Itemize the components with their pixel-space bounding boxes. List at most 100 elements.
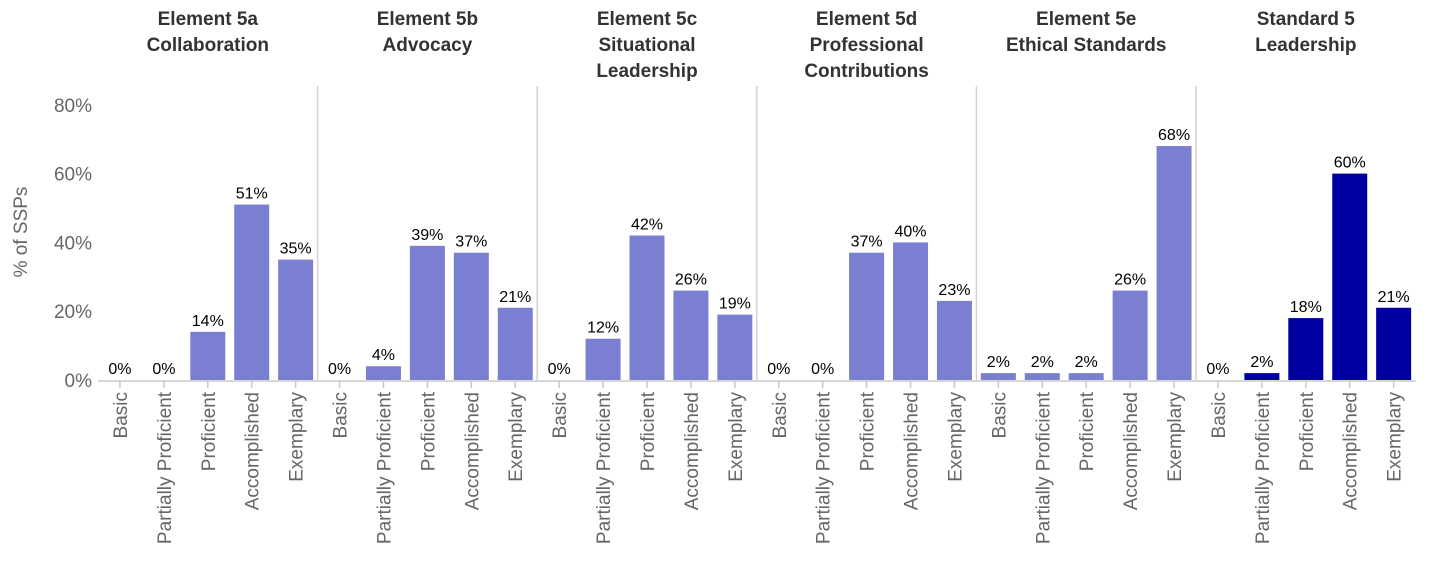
panel-title-line: Ethical Standards <box>1006 35 1167 56</box>
panel-title-line: Element 5e <box>1036 9 1136 30</box>
y-tick-label: 20% <box>54 302 92 323</box>
category-label: Partially Proficient <box>814 391 835 544</box>
category-label: Exemplary <box>945 392 966 482</box>
category-label: Partially Proficient <box>1253 391 1274 544</box>
data-label: 39% <box>411 227 443 244</box>
data-label: 35% <box>280 241 312 258</box>
category-label: Proficient <box>199 391 220 471</box>
data-label: 0% <box>1206 361 1229 378</box>
category-label: Accomplished <box>462 392 483 510</box>
chart-panel: Element 5b Advocacy 0% Basic 4% Partially Pro… <box>316 9 533 544</box>
data-label: 0% <box>328 361 351 378</box>
data-label: 14% <box>192 313 224 330</box>
y-tick-label: 40% <box>54 233 92 254</box>
data-label: 2% <box>1031 354 1054 371</box>
panel-title-line: Leadership <box>1255 35 1356 56</box>
data-label: 19% <box>719 296 751 313</box>
panel-title-line: Standard 5 <box>1257 9 1356 30</box>
data-label: 26% <box>1114 272 1146 289</box>
chart-panels: Element 5a Collaboration 0% Basic 0% Partiall… <box>98 9 1416 544</box>
data-label: 68% <box>1158 127 1190 144</box>
category-label: Partially Proficient <box>1033 391 1054 544</box>
chart-panel: Element 5a Collaboration 0% Basic 0% Partiall… <box>108 9 314 544</box>
category-label: Exemplary <box>287 392 308 482</box>
y-axis: 0% 20% 40% 60% 80% <box>54 96 92 392</box>
chart-panel: Element 5e Ethical Standards 2% Basic 2% Part… <box>975 9 1192 544</box>
category-label: Proficient <box>858 391 879 471</box>
panel-title-line: Situational <box>598 35 695 56</box>
category-label: Partially Proficient <box>374 391 395 544</box>
category-label: Accomplished <box>1341 392 1362 510</box>
bar <box>629 235 665 380</box>
bar <box>453 252 489 380</box>
data-label: 42% <box>631 217 663 234</box>
panel-title-line: Element 5c <box>597 9 698 30</box>
category-label: Partially Proficient <box>155 391 176 544</box>
category-label: Proficient <box>1297 391 1318 471</box>
category-label: Basic <box>331 392 352 438</box>
bar <box>1244 373 1280 380</box>
category-label: Basic <box>1209 392 1230 438</box>
y-tick-label: 80% <box>54 96 92 117</box>
data-label: 37% <box>455 234 487 251</box>
data-label: 2% <box>1075 354 1098 371</box>
data-label: 0% <box>548 361 571 378</box>
category-label: Exemplary <box>1165 392 1186 482</box>
bar <box>1288 318 1324 380</box>
data-label: 37% <box>851 234 883 251</box>
category-label: Accomplished <box>682 392 703 510</box>
category-label: Basic <box>111 392 132 438</box>
panel-title-line: Collaboration <box>147 35 269 56</box>
category-label: Accomplished <box>902 392 923 510</box>
data-label: 0% <box>152 361 175 378</box>
panel-title-line: Professional <box>810 35 924 56</box>
bar <box>497 307 533 380</box>
bar <box>1332 173 1368 380</box>
bar <box>1156 146 1192 380</box>
data-label: 0% <box>767 361 790 378</box>
bar <box>849 252 885 380</box>
bar <box>893 242 929 380</box>
category-label: Proficient <box>638 391 659 471</box>
chart-panel: Standard 5 Leadership 0% Basic 2% Partially P… <box>1195 9 1412 544</box>
bar <box>234 204 270 380</box>
data-label: 18% <box>1290 299 1322 316</box>
data-label: 12% <box>587 320 619 337</box>
category-label: Proficient <box>418 391 439 471</box>
bar <box>190 331 226 380</box>
data-label: 23% <box>938 282 970 299</box>
data-label: 4% <box>372 347 395 364</box>
bar <box>673 290 709 380</box>
y-axis-title: % of SSPs <box>11 187 32 278</box>
bar <box>980 373 1016 380</box>
category-label: Accomplished <box>1121 392 1142 510</box>
category-label: Basic <box>770 392 791 438</box>
data-label: 26% <box>675 272 707 289</box>
y-tick-label: 60% <box>54 165 92 186</box>
bar <box>717 314 753 380</box>
data-label: 21% <box>499 289 531 306</box>
data-label: 0% <box>108 361 131 378</box>
data-label: 51% <box>236 186 268 203</box>
data-label: 2% <box>1250 354 1273 371</box>
chart-panel: Element 5d Professional Contributions 0% Bas… <box>756 9 972 544</box>
category-label: Basic <box>550 392 571 438</box>
panel-title-line: Element 5a <box>158 9 259 30</box>
bar <box>1068 373 1104 380</box>
bar <box>1024 373 1060 380</box>
category-label: Partially Proficient <box>594 391 615 544</box>
category-label: Accomplished <box>243 392 264 510</box>
category-label: Basic <box>989 392 1010 438</box>
panel-title-line: Contributions <box>804 61 929 82</box>
bar <box>1376 307 1412 380</box>
bar <box>278 259 314 380</box>
panel-title-line: Element 5d <box>816 9 917 30</box>
data-label: 40% <box>895 223 927 240</box>
bar <box>585 338 621 380</box>
chart-panel: Element 5c Situational Leadership 0% Basic 12… <box>536 9 753 544</box>
bar <box>409 245 445 380</box>
category-label: Proficient <box>1077 391 1098 471</box>
category-label: Exemplary <box>506 392 527 482</box>
bar <box>936 300 972 380</box>
